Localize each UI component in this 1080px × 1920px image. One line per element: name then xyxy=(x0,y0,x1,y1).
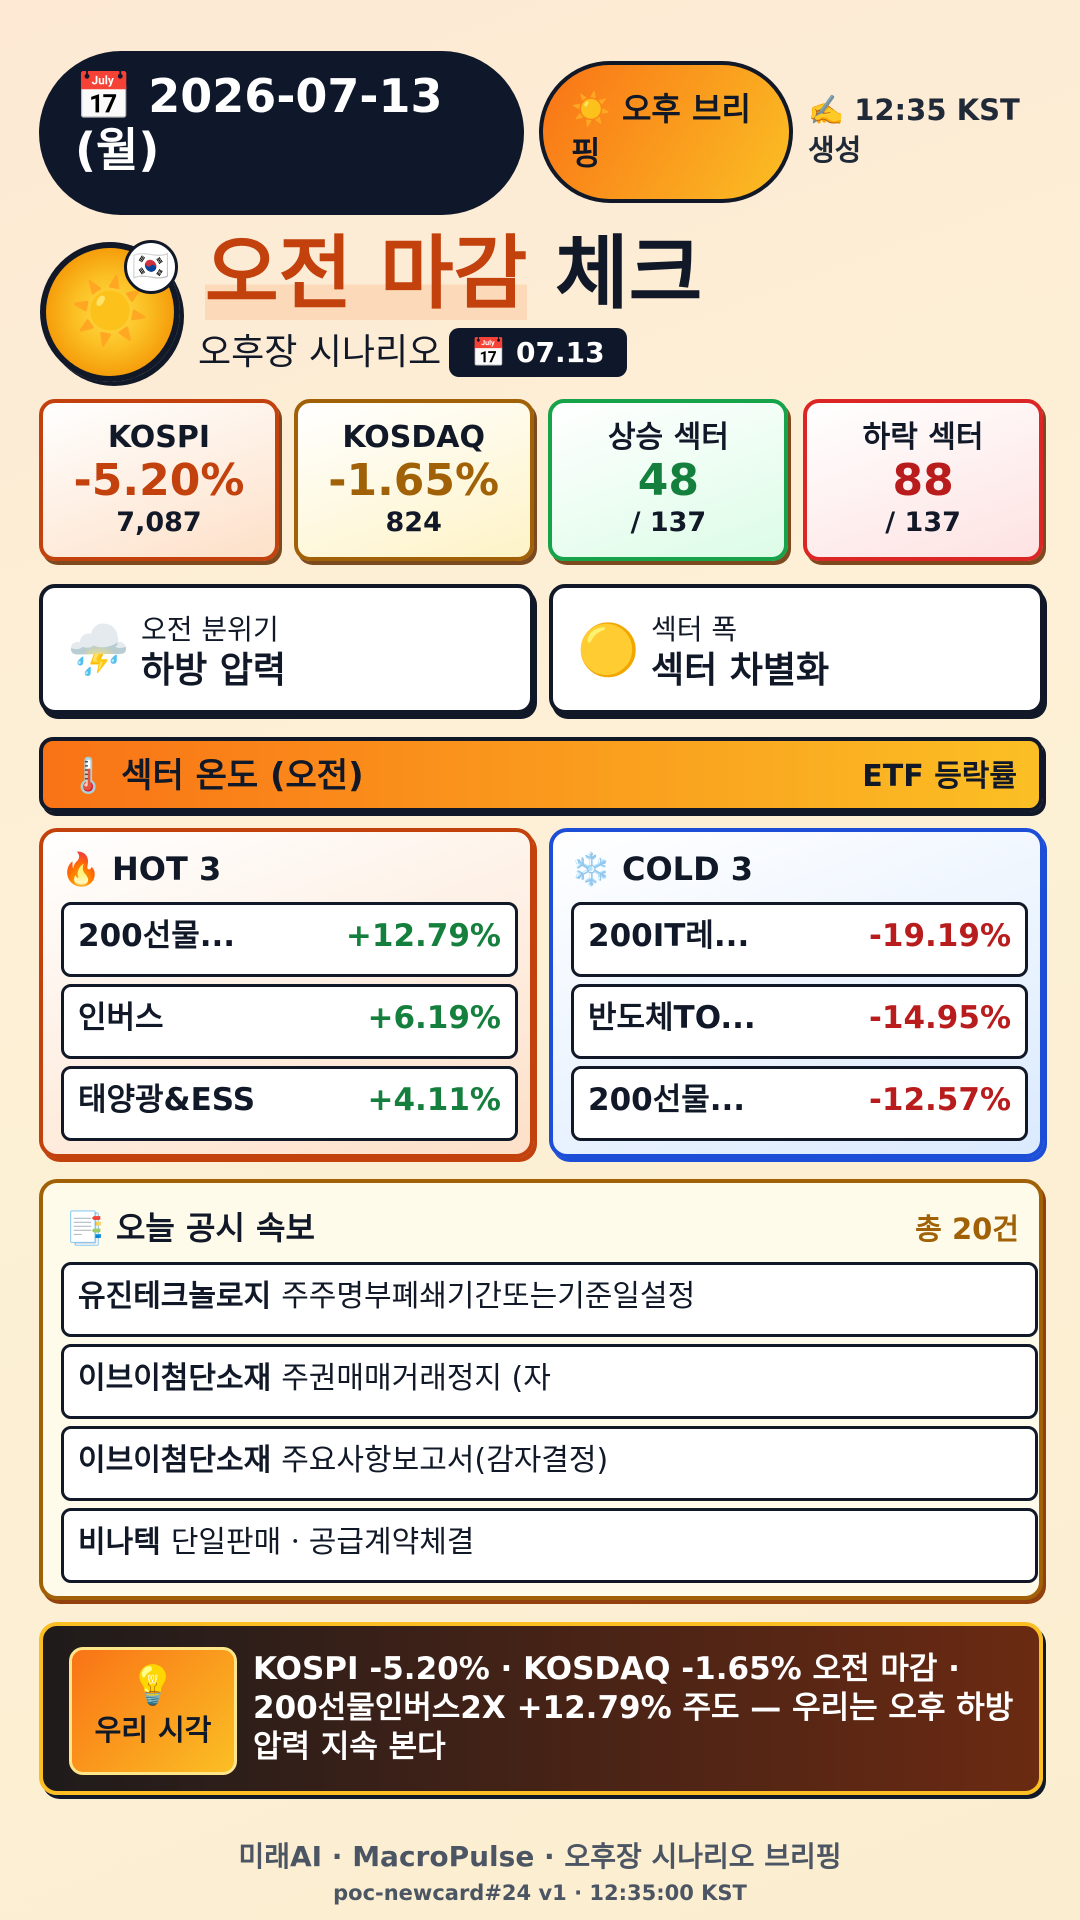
sector-note: ETF 등락률 xyxy=(862,759,1017,794)
disclosure-item: 비나텍 단일판매ㆍ공급계약체결 xyxy=(61,1508,1038,1583)
stat-card: 상승 섹터 48/ 137 xyxy=(548,399,789,561)
hero-subtitle: 오후장 시나리오 xyxy=(198,332,442,373)
etf-name: 반도체TO... xyxy=(588,1000,756,1036)
stat-name: KOSPI xyxy=(107,420,211,455)
stat-card: KOSPI -5.20% 7,087 xyxy=(39,399,279,561)
footer-line: 미래AI · MacroPulse · 오후장 시나리오 브리핑 xyxy=(238,1840,842,1873)
stat-name: KOSDAQ xyxy=(342,420,485,455)
hot-row: 태양광&ESS +4.11% xyxy=(61,1066,518,1141)
stat-card: 하락 섹터 88/ 137 xyxy=(803,399,1044,561)
flag-icon: 🇰🇷 xyxy=(124,240,178,294)
etf-name: 인버스 xyxy=(78,1000,164,1036)
stat-name: 상승 섹터 xyxy=(607,420,729,455)
hot-box: 🔥 HOT 3 200선물... +12.79% 인버스 +6.19% 태양광&ESS +4… xyxy=(39,828,534,1158)
hot-title: 🔥 HOT 3 xyxy=(61,850,222,888)
etf-name: 200선물... xyxy=(78,918,236,954)
etf-name: 200선물... xyxy=(588,1082,746,1118)
disclosure-item: 이브이첨단소재 주요사항보고서(감자결정) xyxy=(61,1426,1038,1501)
disclosure-text: 주주명부폐쇄기간또는기준일설정 xyxy=(281,1279,696,1314)
cold-title: ❄️ COLD 3 xyxy=(571,850,754,888)
session-pill: ☀️ 오후 브리핑 xyxy=(539,61,793,203)
company: 유진테크놀로지 xyxy=(78,1279,272,1314)
view-badge-icon: 💡 xyxy=(129,1663,177,1707)
footer-meta: poc-newcard#24 v1 · 12:35:00 KST xyxy=(333,1881,747,1905)
etf-name: 태양광&ESS xyxy=(78,1082,256,1118)
cold-box: ❄️ COLD 3 200IT레... -19.19% 반도체TO... -14.95%… xyxy=(549,828,1044,1158)
stat-change: 88 xyxy=(892,455,954,506)
stat-card: KOSDAQ -1.65% 824 xyxy=(293,399,534,561)
sector-bar: 🌡️ 섹터 온도 (오전) ETF 등락률 xyxy=(39,737,1043,812)
company: 이브이첨단소재 xyxy=(78,1443,272,1478)
mood-value: 섹터 차별화 xyxy=(651,650,830,691)
cold-row: 반도체TO... -14.95% xyxy=(571,984,1028,1059)
disclosure-text: 주권매매거래정지 (자 xyxy=(281,1361,551,1396)
company: 이브이첨단소재 xyxy=(78,1361,272,1396)
stat-value: / 137 xyxy=(885,507,961,538)
etf-change: -14.95% xyxy=(869,1000,1011,1036)
stat-value: / 137 xyxy=(630,507,707,538)
etf-change: +12.79% xyxy=(345,918,501,954)
etf-name: 200IT레... xyxy=(588,918,750,954)
etf-change: +6.19% xyxy=(367,1000,501,1036)
disclosure-text: 주요사항보고서(감자결정) xyxy=(281,1443,609,1478)
sector-title: 🌡️ 섹터 온도 (오전) xyxy=(67,756,364,796)
hero-title: 오전 마감 체크 xyxy=(205,226,702,322)
cold-row: 200IT레... -19.19% xyxy=(571,902,1028,977)
view-text: KOSPI -5.20% · KOSDAQ -1.65% 오전 마감 · 200… xyxy=(253,1651,1014,1765)
company: 비나텍 xyxy=(78,1525,161,1560)
disclosure-title: 📑 오늘 공시 속보 xyxy=(65,1209,315,1247)
etf-change: +4.11% xyxy=(367,1082,501,1118)
disclosure-item: 유진테크놀로지 주주명부폐쇄기간또는기준일설정 xyxy=(61,1262,1038,1337)
stat-change: 48 xyxy=(637,455,699,506)
mood-value: 하방 압력 xyxy=(141,650,287,691)
date-pill: 📅 2026-07-13 (월) xyxy=(39,51,524,215)
our-view: 💡 우리 시각 KOSPI -5.20% · KOSDAQ -1.65% 오전 … xyxy=(39,1622,1043,1795)
view-badge: 💡 우리 시각 xyxy=(69,1647,237,1775)
disclosure-item: 이브이첨단소재 주권매매거래정지 (자 xyxy=(61,1344,1038,1419)
view-badge-label: 우리 시각 xyxy=(94,1713,212,1747)
mood-label: 오전 분위기 xyxy=(141,613,279,646)
stat-change: -1.65% xyxy=(328,455,500,506)
title-rest: 체크 xyxy=(555,227,703,320)
disclosure-text: 단일판매ㆍ공급계약체결 xyxy=(170,1525,475,1560)
hot-row: 인버스 +6.19% xyxy=(61,984,518,1059)
cold-row: 200선물... -12.57% xyxy=(571,1066,1028,1141)
disclosure-count: 총 20건 xyxy=(915,1212,1019,1246)
etf-change: -19.19% xyxy=(869,918,1011,954)
etf-change: -12.57% xyxy=(869,1082,1011,1118)
stat-value: 824 xyxy=(385,507,442,538)
hot-row: 200선물... +12.79% xyxy=(61,902,518,977)
mood-label: 섹터 폭 xyxy=(651,613,738,646)
date-badge: 📅 07.13 xyxy=(449,328,627,377)
stat-change: -5.20% xyxy=(73,455,245,506)
generated-time: ✍️ 12:35 KST 생성 xyxy=(808,93,1020,167)
stat-name: 하락 섹터 xyxy=(862,420,984,455)
title-highlight: 오전 마감 xyxy=(205,227,528,320)
stat-value: 7,087 xyxy=(116,507,202,538)
mood-icon: 🟡 xyxy=(577,621,640,679)
mood-icon: ⛈️ xyxy=(67,621,130,679)
